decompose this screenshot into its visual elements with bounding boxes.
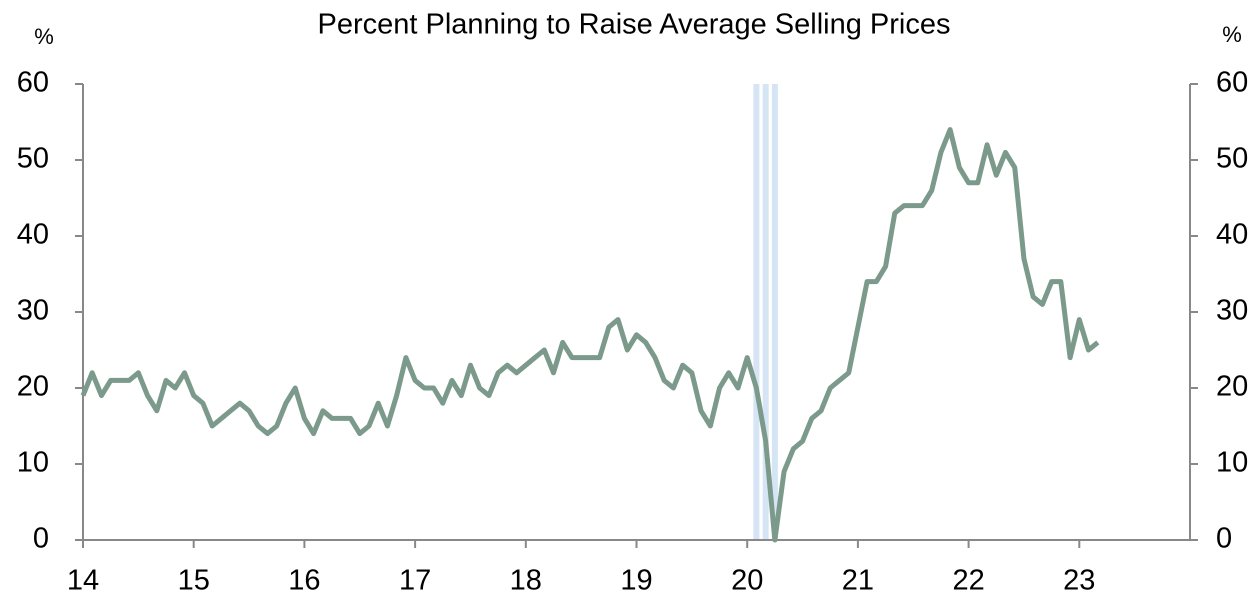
y-tick-label: 10 xyxy=(17,447,49,479)
y-tick-label: 50 xyxy=(17,143,49,175)
data-line xyxy=(80,127,1100,543)
x-tick-label: 14 xyxy=(67,565,99,597)
shading-bar xyxy=(753,84,760,540)
x-tick-label: 15 xyxy=(178,565,210,597)
x-tick-label: 22 xyxy=(952,565,984,597)
y2-tick-label: 40 xyxy=(1216,219,1248,251)
x-tick-label: 19 xyxy=(620,565,652,597)
chart-title: Percent Planning to Raise Average Sellin… xyxy=(317,9,950,41)
x-tick-label: 18 xyxy=(510,565,542,597)
x-tick-label: 16 xyxy=(288,565,320,597)
y2-tick-label: 50 xyxy=(1216,143,1248,175)
y-tick-label: 20 xyxy=(17,371,49,403)
x-tick-label: 23 xyxy=(1063,565,1095,597)
y-unit: % xyxy=(34,24,54,49)
y2-tick-label: 0 xyxy=(1216,523,1232,555)
shading-bar xyxy=(762,84,769,540)
y2-tick-label: 60 xyxy=(1216,67,1248,99)
shading-bar xyxy=(771,84,778,540)
y2-tick-label: 20 xyxy=(1216,371,1248,403)
y2-tick-label: 10 xyxy=(1216,447,1248,479)
x-tick-label: 21 xyxy=(842,565,874,597)
y-tick-label: 40 xyxy=(17,219,49,251)
x-tick-label: 17 xyxy=(399,565,431,597)
y2-unit: % xyxy=(1222,22,1242,47)
x-tick-label: 20 xyxy=(731,565,763,597)
y-tick-label: 60 xyxy=(17,67,49,99)
y2-tick-label: 30 xyxy=(1216,295,1248,327)
y-tick-label: 30 xyxy=(17,295,49,327)
y-tick-label: 0 xyxy=(33,523,49,555)
